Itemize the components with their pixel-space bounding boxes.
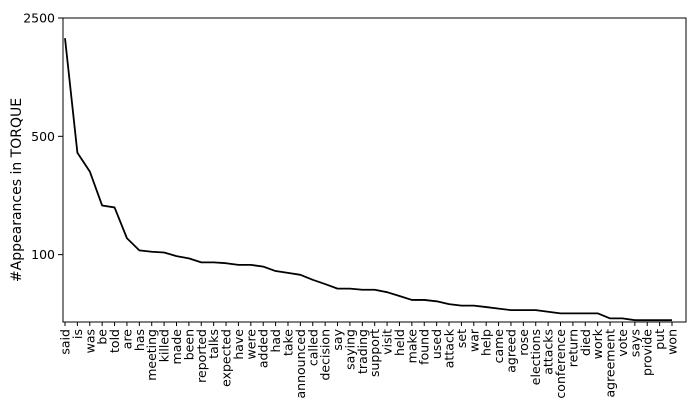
x-tick-label-found: found [417,329,432,365]
x-tick-label-work: work [590,328,605,359]
y-axis-title: #Appearances in TORQUE [9,98,25,282]
x-tick-label-return: return [565,329,580,367]
plot-area: 100 500 2500 saidiswasbetoldarehasmeetingki… [23,11,687,399]
x-tick-label-agreed: agreed [503,329,518,373]
x-tick-label-has: has [132,329,147,351]
x-tick-label-told: told [107,329,122,353]
x-tick-label-says: says [627,329,642,357]
x-tick-label-called: called [305,329,320,366]
x-tick-label-won: won [665,329,680,355]
x-tick-label-saying: saying [342,329,357,370]
x-tick-label-used: used [429,329,444,359]
x-tick-label-put: put [652,329,667,350]
x-tick-label-were: were [243,329,258,360]
x-tick-label-have: have [231,329,246,360]
x-tick-label-said: said [58,329,73,355]
x-tick-label-expected: expected [219,329,234,387]
x-tick-label-is: is [70,329,85,339]
x-tick-label-provide: provide [640,329,655,376]
x-tick-label-help: help [479,329,494,356]
x-tick-label-be: be [95,329,110,345]
x-tick-label-been: been [181,329,196,360]
x-tick-label-attacks: attacks [541,329,556,375]
x-tick-label-say: say [330,328,345,350]
series-line [64,38,672,322]
x-tick-label-visit: visit [380,329,395,355]
x-tick-label-are: are [119,329,134,350]
x-tick-label-had: had [268,329,283,353]
x-tick-label-held: held [392,329,407,356]
y-tick-label-100: 100 [31,247,55,262]
x-tick-label-take: take [280,329,295,356]
x-tick-label-conference: conference [553,329,568,399]
plot-frame [62,17,687,323]
x-tick-label-reported: reported [194,329,209,383]
x-tick-label-decision: decision [318,329,333,381]
x-tick-label-died: died [578,329,593,356]
x-tick-label-made: made [169,329,184,365]
x-tick-label-trading: trading [355,329,370,374]
x-tick-label-meeting: meeting [144,329,159,381]
x-tick-label-killed: killed [157,329,172,362]
x-tick-label-rose: rose [516,329,531,356]
x-tick-label-added: added [256,329,271,368]
x-tick-label-attack: attack [442,328,457,368]
y-tick-label-500: 500 [31,129,55,144]
x-tick-label-support: support [367,329,382,377]
x-tick-label-make: make [404,329,419,364]
x-tick-label-war: war [466,328,481,352]
x-tick-label-set: set [454,329,469,348]
x-tick-label-announced: announced [293,329,308,399]
x-tick-label-came: came [491,329,506,364]
x-tick-label-elections: elections [528,329,543,385]
y-tick-label-2500: 2500 [23,11,55,26]
x-tick-label-vote: vote [615,329,630,357]
x-tick-label-agreement: agreement [603,329,618,398]
x-tick-label-was: was [82,329,97,353]
x-tick-label-talks: talks [206,329,221,359]
